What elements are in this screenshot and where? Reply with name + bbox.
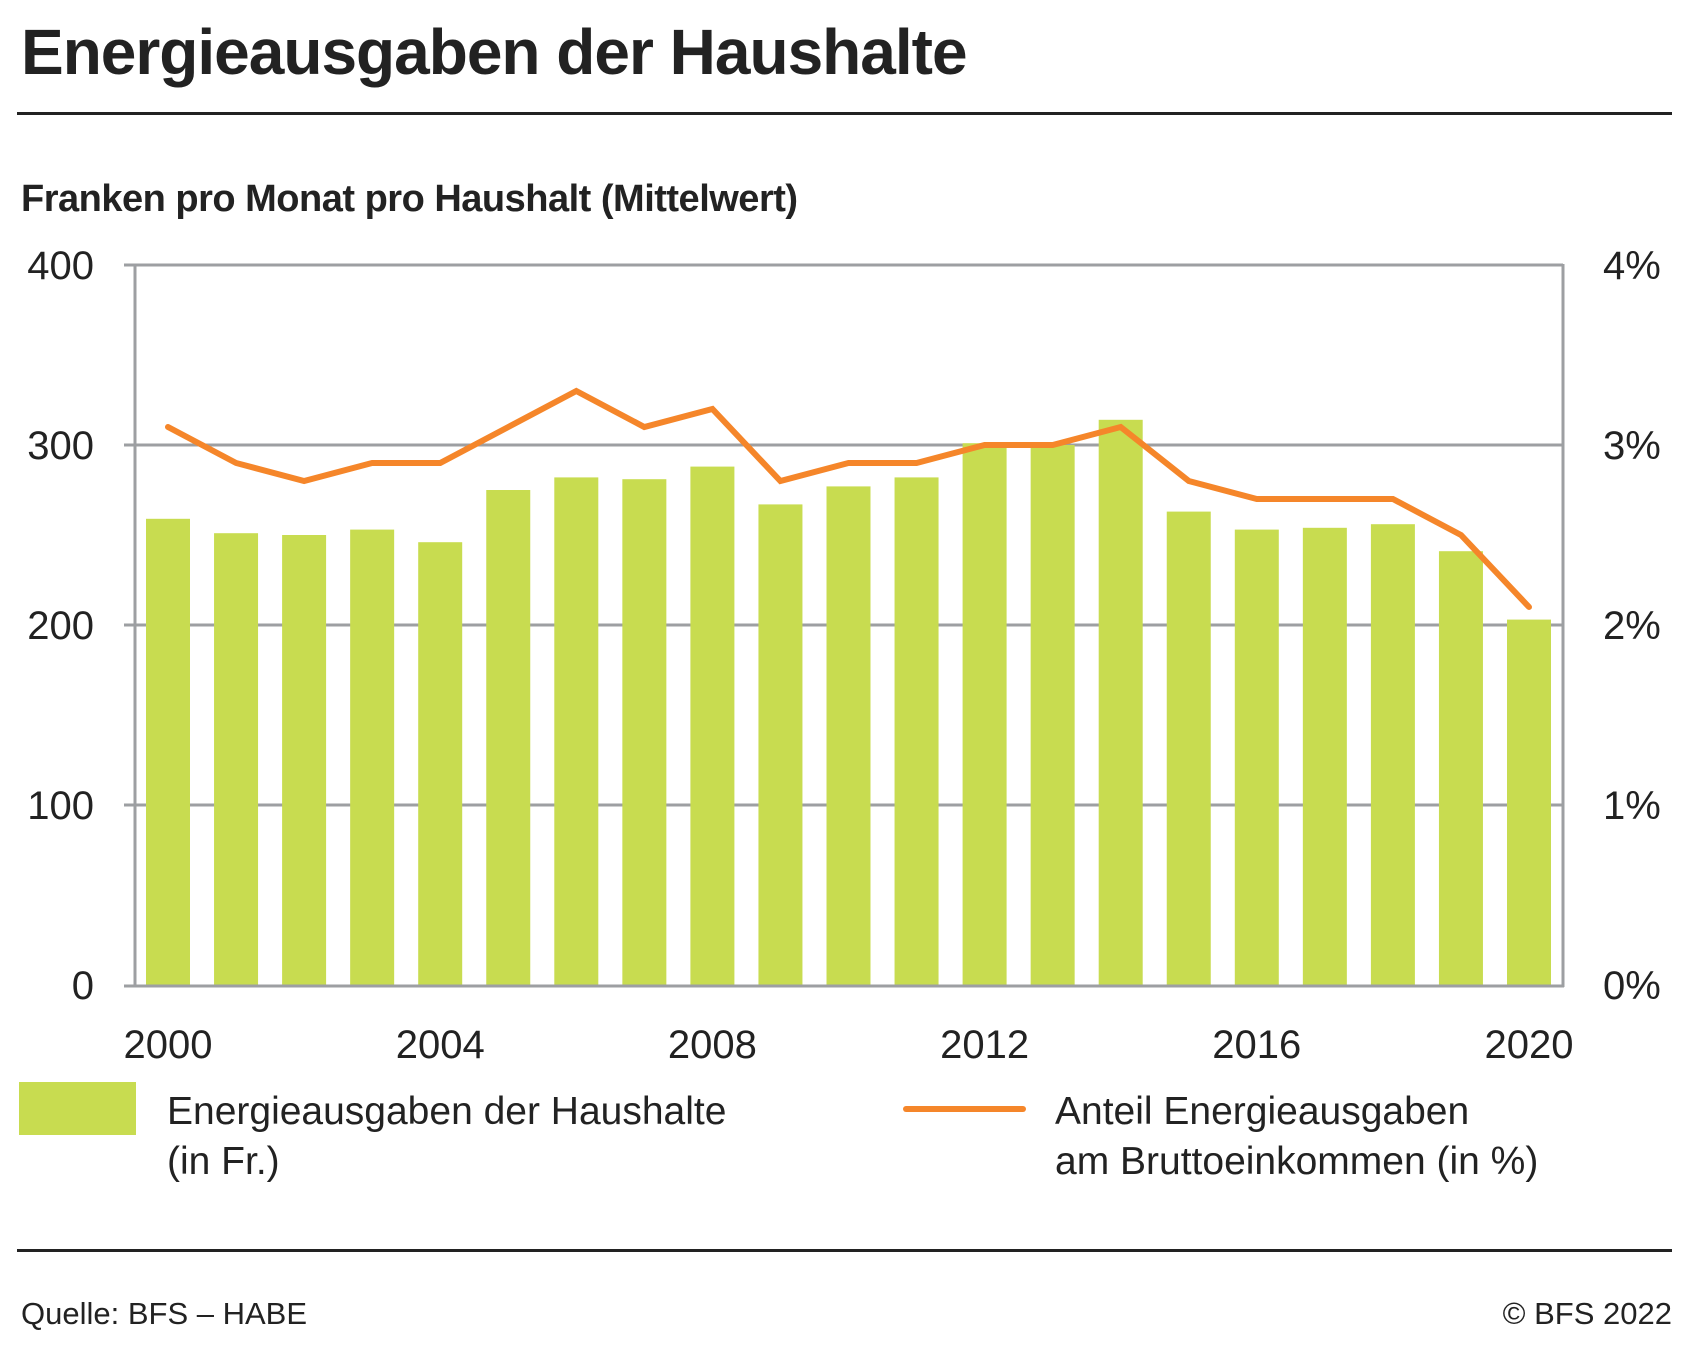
bar	[1234, 529, 1279, 985]
bar	[894, 477, 939, 985]
legend-bars-label-line2: (in Fr.)	[167, 1140, 280, 1183]
y2-tick-label: 2%	[1603, 604, 1661, 648]
legend-bars-swatch	[19, 1082, 136, 1135]
chart-title: Energieausgaben der Haushalte	[21, 16, 968, 88]
y2-tick-label: 0%	[1603, 964, 1661, 1008]
axes	[124, 264, 1565, 988]
bar	[1370, 524, 1415, 985]
x-tick-label: 2012	[940, 1023, 1029, 1067]
bar-series	[146, 419, 1551, 986]
tick-labels: 0 100 200 300 400 0% 1% 2% 3% 4% 2000 2004 2008 2012 2…	[27, 244, 1661, 1067]
y-tick-label: 400	[27, 244, 94, 288]
bar	[826, 486, 871, 985]
legend-line-swatch	[903, 1106, 1026, 1112]
y-tick-label: 200	[27, 604, 94, 648]
bar	[690, 466, 735, 986]
legend-bars-label-line1: Energieausgaben der Haushalte	[167, 1090, 727, 1133]
bar	[418, 542, 463, 985]
x-tick-label: 2004	[396, 1023, 485, 1067]
title-divider	[17, 112, 1672, 115]
bar	[1507, 619, 1551, 985]
legend-line-label-line1: Anteil Energieausgaben	[1055, 1090, 1470, 1133]
bar	[214, 533, 259, 985]
x-tick-label: 2020	[1485, 1023, 1574, 1067]
bar	[146, 518, 190, 985]
line-series	[165, 387, 1532, 610]
bar	[622, 479, 667, 985]
y2-tick-label: 4%	[1603, 244, 1661, 288]
bar	[554, 477, 599, 985]
bar	[1302, 527, 1347, 985]
legend-bars-label: Energieausgaben der Haushalte (in Fr.)	[167, 1087, 726, 1187]
copyright-note: © BFS 2022	[1502, 1296, 1672, 1331]
legend-line-label-line2: am Bruttoeinkommen (in %)	[1055, 1140, 1539, 1183]
y2-tick-label: 3%	[1603, 424, 1661, 468]
y-tick-label: 100	[27, 784, 94, 828]
bar	[1030, 445, 1075, 985]
x-tick-label: 2000	[124, 1023, 213, 1067]
footer-divider	[17, 1249, 1672, 1252]
chart-subtitle: Franken pro Monat pro Haushalt (Mittelwe…	[21, 178, 798, 220]
y2-tick-label: 1%	[1603, 784, 1661, 828]
bar	[350, 529, 395, 985]
bar	[486, 490, 531, 985]
source-note: Quelle: BFS – HABE	[21, 1296, 308, 1331]
x-tick-label: 2008	[668, 1023, 757, 1067]
bar	[282, 535, 327, 985]
x-tick-label: 2016	[1212, 1023, 1301, 1067]
bar	[1166, 511, 1211, 985]
y-tick-label: 300	[27, 424, 94, 468]
bar	[962, 443, 1007, 985]
bar	[1098, 419, 1143, 985]
bar	[1438, 551, 1483, 985]
legend-line-label: Anteil Energieausgaben am Bruttoeinkomme…	[1055, 1087, 1538, 1187]
y-tick-label: 0	[72, 964, 94, 1008]
bar	[758, 504, 803, 985]
